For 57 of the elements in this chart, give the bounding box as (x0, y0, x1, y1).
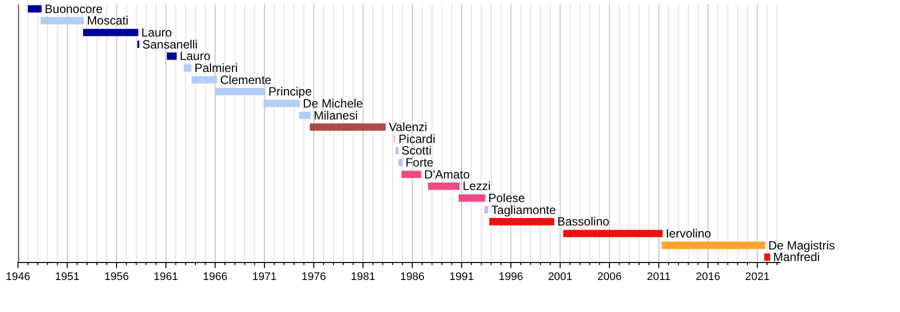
x-tick-label: 1946 (6, 271, 30, 283)
y-tick-label: Valenzi (388, 120, 428, 134)
bar (458, 194, 486, 202)
x-tick-label: 1996 (498, 271, 524, 283)
x-tick-label: 2011 (646, 271, 671, 283)
bar (764, 253, 770, 261)
bar (28, 5, 42, 13)
bar (401, 170, 422, 178)
x-tick-label: 1956 (104, 271, 129, 283)
y-tick-label: Palmieri (194, 60, 238, 75)
y-tick-label: Buonocore (44, 2, 104, 16)
x-tick-label: 1951 (55, 271, 80, 283)
x-tick-label: 1986 (400, 271, 425, 283)
y-tick-label: Lezzi (462, 179, 491, 194)
bar (166, 52, 177, 60)
bar (428, 182, 460, 190)
y-tick-label: Iervolino (666, 226, 712, 241)
x-tick-label: 2021 (745, 271, 770, 283)
y-tick-label: Moscati (87, 14, 128, 28)
bar (83, 28, 138, 36)
y-tick-label: Sansanelli (142, 37, 198, 52)
x-tick-label: 2006 (597, 271, 622, 283)
bar (215, 88, 266, 96)
bar (396, 147, 399, 154)
bar (310, 123, 386, 131)
y-tick-label: Forte (405, 156, 434, 170)
x-tick-label: 1981 (350, 271, 376, 283)
y-tick-label: Lauro (180, 49, 211, 64)
y-tick-label: Bassolino (557, 214, 610, 229)
y-tick-label: Clemente (220, 72, 272, 87)
y-tick-label: Scotti (402, 144, 432, 158)
bar (298, 112, 311, 119)
y-tick-label: De Michele (302, 96, 364, 110)
bar (398, 158, 402, 166)
y-tick-label: Tagliamonte (491, 202, 556, 217)
y-tick-label: Polese (488, 191, 526, 206)
x-tick-label: 1971 (252, 271, 277, 283)
x-tick-label: 2001 (548, 271, 572, 283)
x-tick-label: 2016 (696, 271, 720, 283)
x-tick-label: 1991 (449, 271, 474, 283)
bar (484, 206, 488, 214)
bar (489, 218, 554, 226)
y-tick-label: D'Amato (424, 167, 470, 182)
y-tick-label: Lauro (141, 25, 172, 40)
y-tick-label: De Magistris (768, 238, 835, 252)
bar (191, 76, 218, 84)
bar (40, 17, 84, 24)
bar (563, 230, 663, 238)
x-tick-label: 1961 (154, 271, 178, 283)
bar (184, 64, 192, 72)
y-tick-label: Principe (268, 84, 312, 99)
bar (662, 242, 766, 249)
x-tick-label: 1976 (301, 271, 326, 283)
bar (263, 100, 300, 108)
y-tick-label: Milanesi (314, 108, 358, 122)
x-tick-label: 1966 (202, 271, 228, 283)
y-tick-label: Picardi (398, 132, 436, 146)
